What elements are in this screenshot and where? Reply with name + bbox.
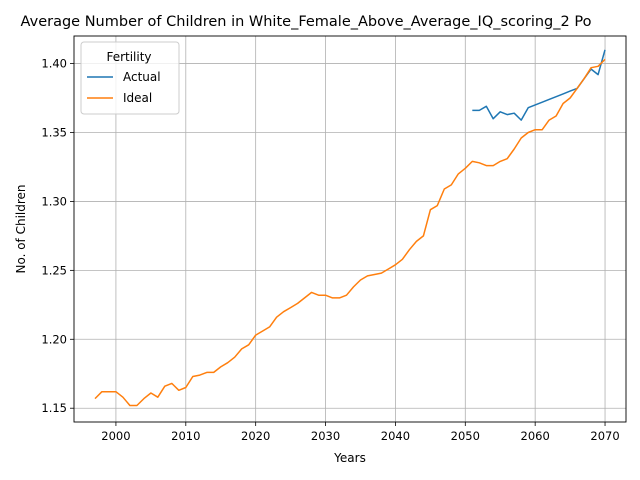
legend-title: Fertility — [106, 50, 151, 64]
x-tick-label: 2050 — [451, 429, 480, 443]
y-axis-ticks: 1.15 1.20 1.25 1.30 1.35 1.40 — [41, 57, 74, 415]
series-line-ideal — [94, 58, 606, 407]
series-line-actual — [472, 49, 606, 121]
x-tick-label: 2030 — [311, 429, 340, 443]
x-tick-label: 2010 — [171, 429, 200, 443]
y-tick-label: 1.40 — [41, 57, 67, 71]
series-lines — [94, 49, 606, 407]
x-tick-label: 2020 — [241, 429, 270, 443]
y-axis-label: No. of Children — [14, 184, 28, 273]
x-tick-label: 2000 — [101, 429, 130, 443]
y-tick-label: 1.20 — [41, 332, 67, 346]
x-tick-label: 2060 — [521, 429, 550, 443]
legend-label: Ideal — [123, 91, 152, 105]
x-tick-label: 2040 — [381, 429, 410, 443]
chart-title: Average Number of Children in White_Fema… — [21, 14, 592, 30]
x-tick-label: 2070 — [590, 429, 619, 443]
plot-frame — [73, 35, 627, 423]
x-axis-label: Years — [333, 451, 366, 465]
legend: Fertility Actual Ideal — [80, 41, 180, 115]
legend-label: Actual — [123, 70, 161, 84]
y-tick-label: 1.30 — [41, 194, 67, 208]
y-tick-label: 1.25 — [41, 263, 67, 277]
y-tick-label: 1.35 — [41, 126, 67, 140]
legend-box — [80, 41, 180, 115]
legend-items: Actual Ideal — [87, 70, 161, 105]
x-axis-ticks: 2000 2010 2020 2030 2040 2050 2060 2070 — [101, 422, 620, 443]
grid-lines — [74, 36, 626, 422]
y-tick-label: 1.15 — [41, 401, 67, 415]
